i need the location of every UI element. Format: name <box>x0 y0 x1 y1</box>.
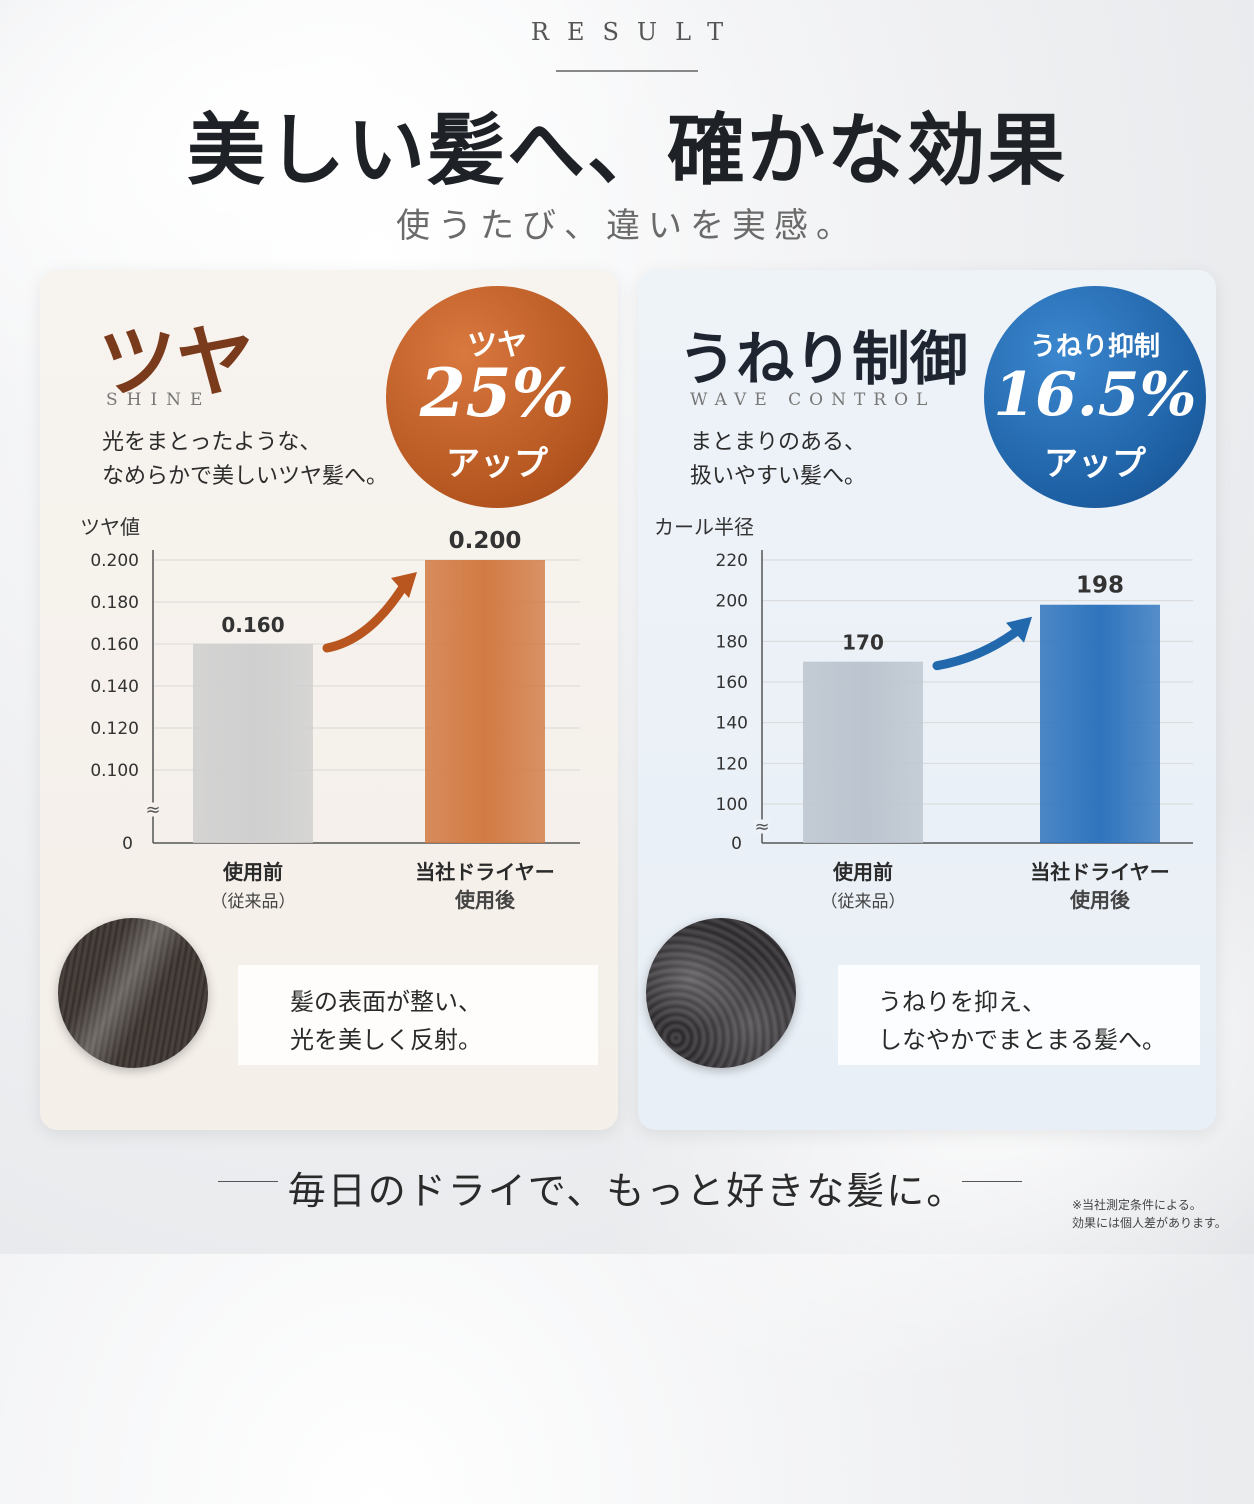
x-category-sublabel: （従来品） <box>821 892 906 912</box>
bar <box>803 661 923 843</box>
x-category-sublabel: （従来品） <box>211 892 296 912</box>
page-subtitle: 使うたび、違いを実感。 <box>396 206 858 246</box>
panel-title: うねり制御 <box>678 325 969 393</box>
desc-line: なめらかで美しいツヤ髪へ。 <box>102 464 389 489</box>
x-category-label: 使用前 <box>222 860 283 884</box>
wave-bar-chart: カール半径 220 200 180 160 140 120 100 0 ≈170 使用前 （従来品） 1… <box>654 515 1193 912</box>
desc-line: 光をまとったような、 <box>102 430 322 455</box>
y-tick-label: 220 <box>716 551 748 571</box>
badge-label: うねり抑制 <box>1029 332 1160 362</box>
disclaimer: ※当社測定条件による。 効果には個人差があります。 <box>1072 1196 1227 1232</box>
y-tick-label: 0.180 <box>90 593 139 613</box>
eyebrow-rule <box>556 70 698 72</box>
x-category-label: 当社ドライヤー <box>415 860 554 884</box>
bar <box>193 644 313 843</box>
straight-hair-image <box>58 918 208 1068</box>
footer-rule-right <box>962 1181 1022 1182</box>
y-tick-label: 0.120 <box>90 719 139 739</box>
x-category-label: 使用前 <box>832 860 893 884</box>
result-note: うねりを抑え、 しなやかでまとまる髪へ。 <box>838 965 1200 1065</box>
y-tick-label: 180 <box>716 632 748 652</box>
shine-panel: ツヤ SHINE 光をまとったような、 なめらかで美しいツヤ髪へ。 ツヤ 25%… <box>40 270 618 1130</box>
badge-value: 16.5% <box>993 360 1197 430</box>
panel-title-en: WAVE CONTROL <box>690 390 936 410</box>
y-tick-label: 0.200 <box>90 551 139 571</box>
wave-control-panel: うねり制御 WAVE CONTROL まとまりのある、 扱いやすい髪へ。 うねり… <box>638 270 1216 1130</box>
x-category-label: 当社ドライヤー <box>1030 860 1169 884</box>
result-note: 髪の表面が整い、 光を美しく反射。 <box>238 965 598 1065</box>
panel-description: 光をまとったような、 なめらかで美しいツヤ髪へ。 <box>102 426 388 494</box>
wavy-hair-image <box>646 918 796 1068</box>
axis-break-mark: ≈ <box>145 800 160 821</box>
bar-value-label: 0.160 <box>221 613 284 637</box>
y-tick-label: 100 <box>716 795 748 815</box>
note-line: しなやかでまとまる髪へ。 <box>878 1026 1166 1054</box>
desc-line: まとまりのある、 <box>690 430 867 455</box>
shine-bar-chart: ツヤ値 0.200 0.180 0.160 0.140 0.120 0.100 0 ≈0.160… <box>80 515 580 912</box>
bar <box>1040 604 1160 843</box>
footer-tagline: 毎日のドライで、もっと好きな髪に。 <box>287 1169 967 1213</box>
y-tick-label: 0.100 <box>90 761 139 781</box>
note-line: 光を美しく反射。 <box>290 1026 482 1054</box>
axis-break-mark: ≈ <box>754 817 769 838</box>
badge-suffix: アップ <box>446 444 548 484</box>
improvement-badge: ツヤ 25% アップ <box>386 286 608 508</box>
y-tick-label: 0.140 <box>90 677 139 697</box>
note-line: 髪の表面が整い、 <box>290 988 482 1016</box>
x-category-sublabel: 使用後 <box>1069 888 1131 912</box>
eyebrow-label: RESULT <box>530 18 742 46</box>
panel-description: まとまりのある、 扱いやすい髪へ。 <box>690 426 866 494</box>
panel-title-en: SHINE <box>106 390 212 410</box>
note-line: うねりを抑え、 <box>878 988 1046 1016</box>
y-tick-label: 0 <box>731 834 742 854</box>
footer-rule-left <box>218 1181 278 1182</box>
y-tick-label: 160 <box>716 673 748 693</box>
y-tick-label: 140 <box>716 714 748 734</box>
bar <box>425 560 545 843</box>
y-tick-label: 120 <box>716 754 748 774</box>
y-tick-label: 0 <box>122 834 133 854</box>
bar-value-label: 170 <box>842 631 884 655</box>
disclaimer-line: 効果には個人差があります。 <box>1072 1216 1227 1230</box>
bar-value-label: 198 <box>1076 573 1124 599</box>
increase-arrow <box>932 624 1025 671</box>
panel-title: ツヤ <box>98 317 255 408</box>
badge-label: ツヤ <box>467 328 527 363</box>
increase-arrow-head <box>391 572 417 598</box>
y-tick-label: 0.160 <box>90 635 139 655</box>
axis-break-gap <box>754 819 770 834</box>
x-category-sublabel: 使用後 <box>454 888 516 912</box>
y-tick-label: 200 <box>716 592 748 612</box>
increase-arrow <box>322 579 410 653</box>
badge-value: 25% <box>419 354 575 432</box>
page-title: 美しい髪へ、確かな効果 <box>186 105 1067 196</box>
y-axis-label: ツヤ値 <box>80 515 140 539</box>
y-axis-label: カール半径 <box>654 515 754 539</box>
badge-suffix: アップ <box>1044 444 1146 484</box>
bar-value-label: 0.200 <box>449 528 522 554</box>
axis-break-gap <box>145 802 161 817</box>
improvement-badge: うねり抑制 16.5% アップ <box>984 286 1206 508</box>
increase-arrow-head <box>1006 616 1032 643</box>
desc-line: 扱いやすい髪へ。 <box>690 464 867 489</box>
disclaimer-line: ※当社測定条件による。 <box>1072 1198 1202 1212</box>
